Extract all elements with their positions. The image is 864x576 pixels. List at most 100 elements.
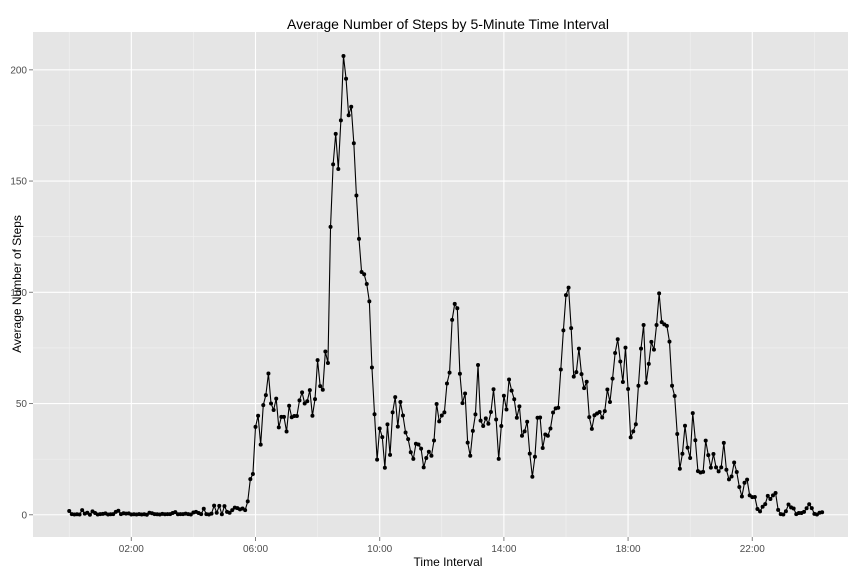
data-point (548, 426, 553, 431)
data-point (646, 361, 651, 366)
data-point (256, 413, 261, 418)
data-point (359, 270, 364, 275)
data-point (569, 326, 574, 331)
data-point (556, 405, 561, 410)
data-point (737, 484, 742, 489)
data-point (328, 224, 333, 229)
data-point (620, 379, 625, 384)
chart-title: Average Number of Steps by 5-Minute Time… (287, 16, 609, 32)
data-point (802, 509, 807, 514)
data-point (258, 442, 263, 447)
data-point (375, 457, 380, 462)
data-point (532, 454, 537, 459)
data-point (745, 477, 750, 482)
data-point (222, 504, 227, 509)
data-point (444, 381, 449, 386)
data-point (470, 428, 475, 433)
data-point (597, 409, 602, 414)
data-point (770, 493, 775, 498)
data-point (690, 411, 695, 416)
data-point (385, 422, 390, 427)
data-point (683, 423, 687, 428)
data-point (217, 503, 222, 508)
x-tick-label: 06:00 (243, 544, 268, 555)
data-point (294, 413, 299, 418)
data-point (173, 510, 178, 515)
data-point (243, 508, 248, 513)
data-point (558, 367, 563, 372)
data-point (369, 365, 374, 370)
y-tick-label: 50 (16, 399, 28, 410)
data-point (693, 438, 698, 443)
data-point (672, 393, 677, 398)
data-point (460, 401, 465, 406)
data-point (576, 346, 581, 351)
data-point (701, 469, 706, 474)
data-point (393, 395, 398, 400)
data-point (473, 412, 478, 417)
data-point (820, 510, 825, 515)
data-point (626, 387, 631, 392)
data-point (514, 415, 519, 420)
data-point (574, 370, 579, 375)
data-point (711, 452, 716, 457)
y-tick-label: 0 (21, 510, 27, 521)
data-point (80, 508, 85, 513)
data-point (111, 512, 116, 517)
data-point (483, 416, 488, 421)
data-point (263, 393, 268, 398)
data-point (664, 323, 669, 328)
data-point (791, 506, 796, 511)
data-point (667, 339, 672, 344)
data-point (408, 450, 413, 455)
data-point (315, 358, 320, 363)
data-point (507, 377, 512, 382)
data-point (248, 477, 253, 482)
data-point (566, 285, 571, 290)
data-point (734, 470, 739, 475)
data-point (726, 477, 731, 482)
data-point (520, 433, 524, 438)
data-point (116, 508, 121, 513)
x-tick-label: 14:00 (491, 544, 516, 555)
x-tick-label: 10:00 (367, 544, 392, 555)
data-point (605, 387, 610, 392)
data-point (201, 506, 206, 511)
data-point (354, 193, 359, 198)
data-point (323, 349, 328, 354)
data-point (406, 437, 411, 442)
data-point (607, 399, 612, 404)
data-point (636, 383, 641, 388)
data-point (333, 131, 338, 136)
data-point (561, 328, 566, 333)
data-point (680, 451, 685, 456)
data-point (199, 512, 204, 517)
data-point (214, 510, 219, 515)
data-point (212, 503, 217, 508)
data-point (804, 506, 809, 511)
y-axis: 0 50 100 150 200 (10, 65, 33, 521)
data-point (230, 508, 235, 513)
data-point (271, 407, 276, 412)
data-point (463, 391, 468, 396)
data-point (589, 426, 594, 431)
data-point (227, 510, 232, 515)
data-point (618, 359, 623, 364)
data-point (450, 317, 455, 322)
data-point (338, 118, 343, 123)
data-point (501, 393, 506, 398)
data-point (721, 440, 726, 445)
data-point (639, 346, 644, 351)
data-point (496, 456, 501, 461)
data-point (677, 466, 682, 471)
data-point (357, 236, 361, 241)
data-point (760, 504, 765, 509)
data-point (349, 104, 354, 109)
data-point (781, 512, 786, 517)
data-point (768, 496, 773, 501)
data-point (563, 293, 568, 298)
data-point (346, 113, 351, 118)
x-axis-title: Time Interval (414, 555, 483, 569)
data-point (305, 399, 310, 404)
